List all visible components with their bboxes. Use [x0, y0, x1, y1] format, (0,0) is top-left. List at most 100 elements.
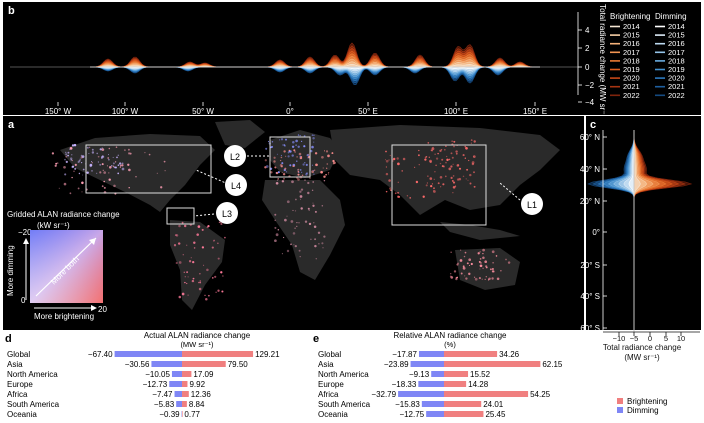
b-ytick-label: 4: [585, 26, 590, 35]
city-light: [444, 175, 447, 178]
brightening-bar: [182, 411, 183, 417]
city-light: [313, 173, 315, 176]
city-light: [281, 162, 284, 165]
city-light: [424, 158, 427, 161]
city-light: [454, 185, 457, 187]
city-light: [115, 146, 118, 148]
city-light: [313, 134, 315, 136]
city-light: [299, 255, 301, 258]
city-light: [465, 277, 468, 280]
city-light: [437, 152, 439, 155]
callout-leaders: [193, 155, 521, 217]
city-light: [500, 270, 502, 272]
brightening-value-label: 79.50: [228, 360, 249, 369]
legend-dim-year-2015: 2015: [668, 31, 685, 40]
city-light: [457, 164, 460, 167]
city-light: [177, 242, 181, 245]
city-light: [278, 139, 281, 141]
brightening-bar: [182, 361, 226, 367]
c-ytick-label: 0°: [592, 228, 600, 237]
city-light: [74, 167, 77, 170]
city-light: [409, 197, 412, 199]
city-light: [478, 277, 481, 280]
city-light: [108, 178, 111, 181]
city-light: [112, 156, 114, 158]
city-light: [321, 204, 324, 207]
city-light: [69, 192, 72, 195]
inset-diagonal-arrow: [35, 237, 97, 297]
city-light: [101, 147, 103, 149]
city-light: [178, 295, 182, 299]
city-light: [441, 149, 443, 151]
city-light: [451, 140, 453, 142]
city-light: [178, 261, 182, 264]
region-box-l4: [85, 144, 212, 194]
city-light: [325, 150, 329, 153]
callout-l1: L1: [521, 193, 543, 215]
dimming-bar: [418, 351, 444, 357]
city-light: [464, 275, 466, 277]
panel-c-xaxis: −10 −5 0 5 10: [603, 331, 700, 343]
legend-bright-year-2020: 2020: [623, 74, 640, 83]
city-light: [273, 156, 276, 159]
city-light: [456, 178, 460, 181]
city-light: [279, 163, 283, 167]
city-light: [63, 182, 67, 186]
city-light: [128, 168, 131, 172]
city-light: [280, 156, 283, 159]
city-light: [482, 256, 485, 260]
city-light: [191, 279, 195, 283]
city-light: [264, 159, 267, 162]
brightening-value-label: 17.09: [193, 370, 214, 379]
brightening-value-label: 8.84: [189, 400, 205, 409]
city-light: [322, 247, 324, 249]
city-light: [290, 220, 294, 223]
city-light: [321, 155, 324, 159]
inset-y-top: −20: [18, 228, 32, 237]
city-light: [281, 180, 285, 183]
panel-c-xlabel: Total radiance change: [603, 343, 682, 352]
city-light: [492, 262, 494, 264]
city-light: [435, 164, 437, 167]
city-light: [304, 220, 308, 223]
city-light: [300, 188, 304, 191]
city-light: [450, 176, 453, 179]
city-light: [385, 159, 389, 163]
city-light: [452, 163, 454, 165]
city-light: [274, 219, 276, 222]
city-light: [442, 165, 445, 168]
city-light: [199, 280, 202, 282]
city-light: [314, 210, 317, 213]
panel-d-unit: (MW sr⁻¹): [180, 340, 214, 349]
city-light: [211, 246, 214, 249]
city-light: [71, 165, 75, 168]
city-light: [470, 142, 472, 144]
city-light: [178, 224, 181, 228]
category-label: Oceania: [318, 410, 348, 419]
dimming-value-label: −12.73: [143, 380, 168, 389]
legend-bright-year-2019: 2019: [623, 65, 640, 74]
city-light: [385, 150, 387, 153]
australia-land: [455, 248, 520, 290]
city-light: [442, 183, 445, 186]
city-light: [431, 183, 434, 185]
city-light: [184, 276, 186, 278]
city-light: [465, 178, 467, 180]
city-light: [207, 225, 210, 228]
dimming-bar: [421, 401, 444, 407]
city-light: [271, 140, 274, 143]
city-light: [111, 165, 113, 167]
city-light: [466, 168, 469, 171]
city-light: [174, 234, 177, 237]
city-light: [71, 154, 73, 156]
city-light: [470, 262, 473, 266]
city-light: [311, 145, 314, 149]
city-light: [217, 257, 220, 260]
city-light: [275, 181, 279, 185]
city-light: [274, 239, 277, 243]
city-light: [292, 141, 295, 144]
city-light: [307, 181, 310, 185]
city-light: [283, 144, 286, 146]
city-light: [285, 171, 288, 173]
